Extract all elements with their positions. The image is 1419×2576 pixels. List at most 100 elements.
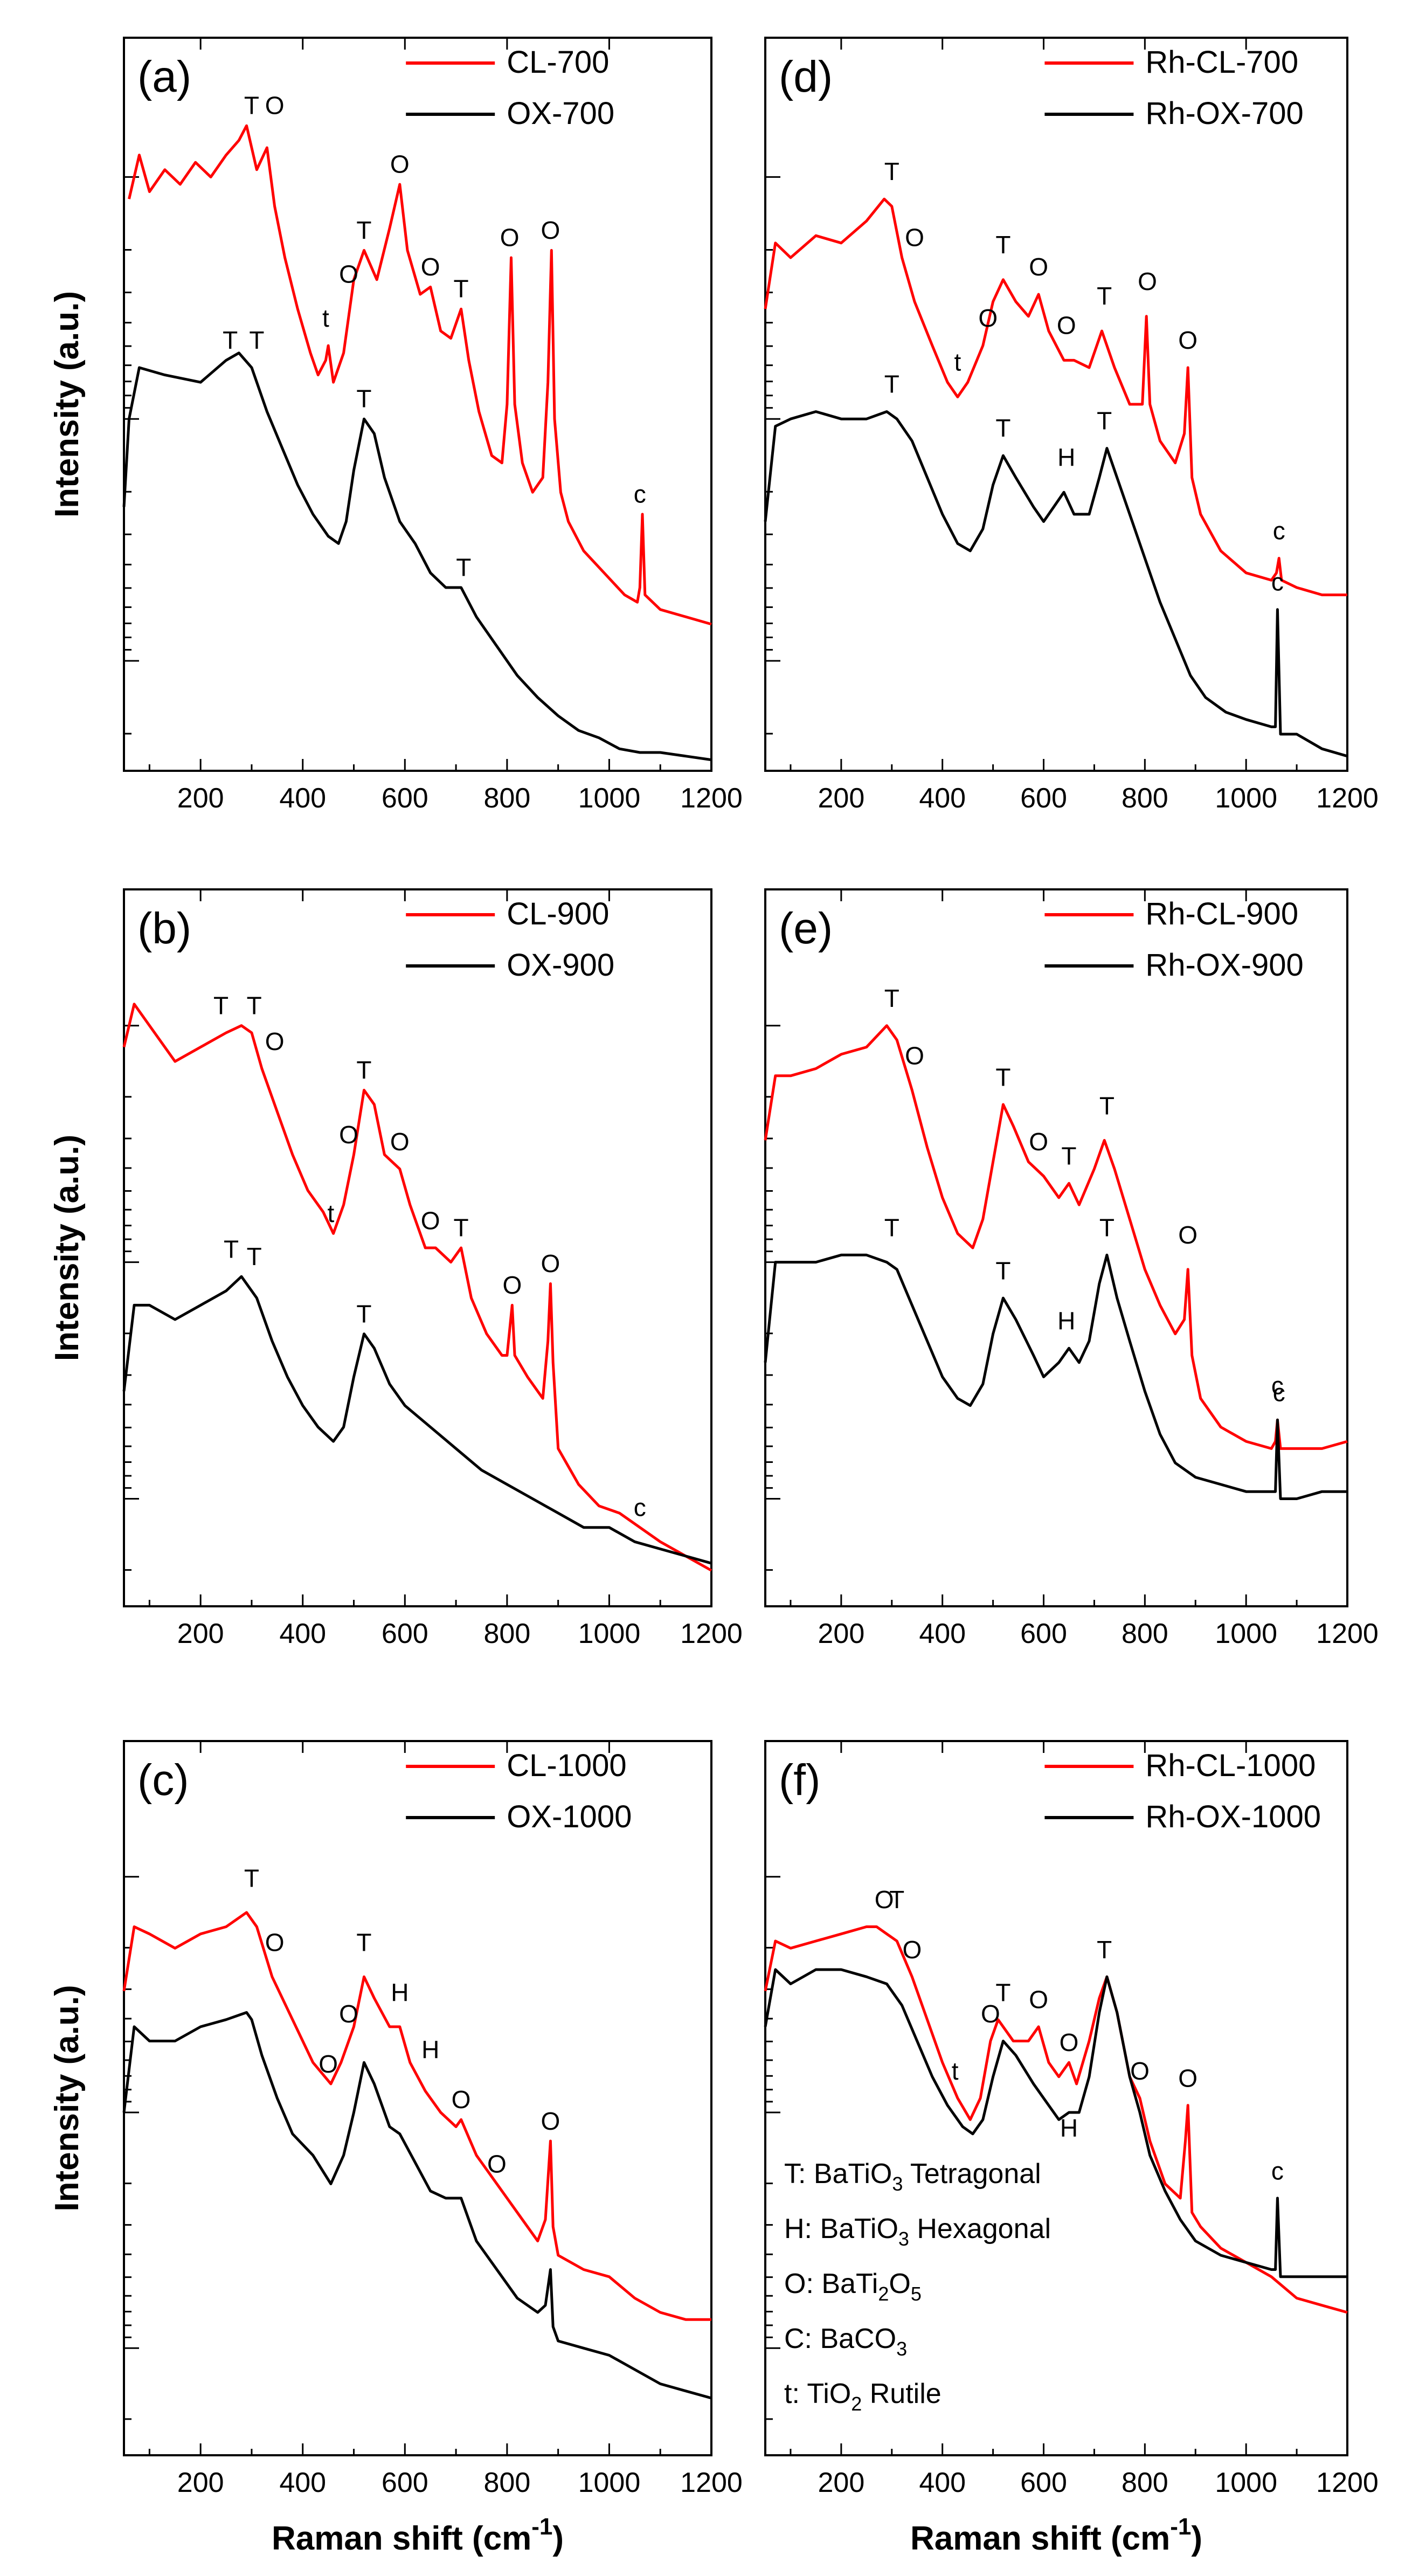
panel-e: 200 400 600 800 1000 1200 (e) Rh-CL-900 Rh-OX-90…	[764, 888, 1379, 1649]
x-tick-label: 200	[177, 783, 224, 814]
peak-label: T	[995, 1257, 1010, 1285]
legend-label: OX-700	[507, 96, 614, 131]
plot-frame	[764, 37, 1348, 772]
series-line-black	[764, 410, 1348, 758]
panel-label: (c)	[137, 1756, 189, 1805]
panel-c: 200 400 600 800 1000 1200 (c) CL-1000 OX-1000 T O T…	[49, 1740, 743, 2557]
peak-label: O	[1029, 253, 1048, 281]
x-tick-label: 600	[382, 783, 428, 814]
peak-label: H	[391, 1978, 409, 2006]
peak-label: T	[1097, 406, 1112, 434]
peak-label: T	[995, 414, 1010, 442]
key-line: t: TiO2 Rutile	[784, 2378, 942, 2415]
x-tick-label: 1000	[1215, 1618, 1277, 1649]
peak-label: H	[1057, 443, 1075, 471]
peak-label: T	[356, 1300, 371, 1328]
peak-label: H	[421, 2035, 439, 2063]
legend-label: CL-1000	[507, 1748, 626, 1783]
peak-label: O	[339, 1121, 358, 1149]
peak-label: T	[244, 92, 259, 120]
x-tick-label: 200	[818, 2467, 864, 2498]
panel-label: (d)	[779, 52, 833, 101]
x-tick-label: 600	[1020, 2467, 1067, 2498]
peak-label: O	[902, 1936, 922, 1964]
series-line-red	[122, 1003, 712, 1572]
series-line-black	[764, 1968, 1347, 2278]
key-line: H: BaTiO3 Hexagonal	[784, 2213, 1051, 2250]
x-tick-label: 800	[1122, 1618, 1168, 1649]
x-tick-label: 1200	[1316, 783, 1379, 814]
peak-label: c	[1273, 516, 1285, 544]
x-tick-label: 600	[382, 1618, 428, 1649]
peak-label: O	[502, 1271, 522, 1299]
panel-f: 200 400 600 800 1000 1200 (f) Rh-CL-1000 Rh-OX-1…	[764, 1740, 1379, 2557]
peak-label: c	[1271, 2157, 1284, 2185]
peak-label: O	[1029, 1128, 1048, 1156]
legend-label: Rh-OX-700	[1145, 96, 1303, 131]
peak-label: O	[487, 2150, 507, 2178]
x-tick-label: 800	[1122, 783, 1168, 814]
x-axis-label: Raman shift (cm-1)	[272, 2513, 564, 2557]
y-axis-label: Intensity (a.u.)	[49, 1985, 86, 2211]
peak-label: T	[456, 553, 471, 581]
x-tick-label: 1200	[680, 1618, 743, 1649]
legend-label: OX-900	[507, 948, 614, 983]
peak-label: t	[327, 1199, 334, 1227]
x-tick-label: 1000	[578, 1618, 641, 1649]
x-tick-label: 600	[382, 2467, 428, 2498]
peak-label: T	[454, 275, 469, 303]
peak-label: c	[1271, 1371, 1284, 1399]
peak-label: O	[541, 1249, 560, 1277]
x-tick-label: 800	[1122, 2467, 1168, 2498]
peak-label: O	[339, 260, 358, 288]
peak-label: T	[995, 1978, 1010, 2006]
peak-label: T	[1097, 282, 1112, 310]
series-line-black	[122, 2011, 712, 2400]
peak-label: O	[875, 1886, 894, 1914]
peak-label: T	[1099, 1214, 1115, 1242]
peak-label: T	[244, 1864, 259, 1892]
plot-frame	[123, 37, 712, 772]
x-tick-label: 600	[1020, 783, 1067, 814]
panel-d: 200 400 600 800 1000 1200 (d) Rh-CL-700 Rh-OX-70…	[764, 37, 1379, 814]
x-tick-label: 400	[279, 783, 326, 814]
peak-label: H	[1060, 2114, 1078, 2142]
series-line-red	[764, 197, 1347, 597]
x-tick-label: 400	[919, 783, 966, 814]
peak-label: T	[247, 991, 262, 1019]
peak-label: T	[213, 991, 229, 1019]
peak-label: O	[541, 2107, 560, 2135]
peak-label: O	[1060, 2028, 1079, 2056]
x-tick-label: 1000	[1215, 2467, 1277, 2498]
peak-label: T	[223, 326, 238, 354]
peak-label: T	[247, 1242, 262, 1270]
x-tick-label: 200	[177, 2467, 224, 2498]
peak-label: O	[1138, 267, 1157, 295]
x-tick-label: 400	[279, 2467, 326, 2498]
peak-label: c	[1273, 1379, 1285, 1407]
peak-label: T	[356, 216, 371, 244]
y-axis-label: Intensity (a.u.)	[49, 1135, 86, 1361]
key-line: T: BaTiO3 Tetragonal	[784, 2158, 1041, 2195]
peak-label: T	[356, 1056, 371, 1084]
x-tick-label: 200	[818, 1618, 864, 1649]
peak-label: T	[356, 385, 371, 413]
x-axis-label: Raman shift (cm-1)	[910, 2513, 1202, 2557]
legend-label: CL-700	[507, 45, 609, 80]
x-tick-label: 1000	[578, 2467, 641, 2498]
panel-label: (a)	[137, 52, 191, 101]
peak-label: T	[249, 326, 264, 354]
x-tick-label: 400	[919, 2467, 966, 2498]
peak-label: T	[1097, 1936, 1112, 1964]
legend-label: Rh-CL-700	[1145, 45, 1298, 80]
x-tick-label: 400	[279, 1618, 326, 1649]
y-axis-label: Intensity (a.u.)	[49, 291, 86, 517]
peak-label: t	[952, 2057, 959, 2085]
peak-label: T	[224, 1235, 239, 1263]
peak-label: O	[1130, 2057, 1150, 2085]
series-line-black	[122, 351, 712, 762]
